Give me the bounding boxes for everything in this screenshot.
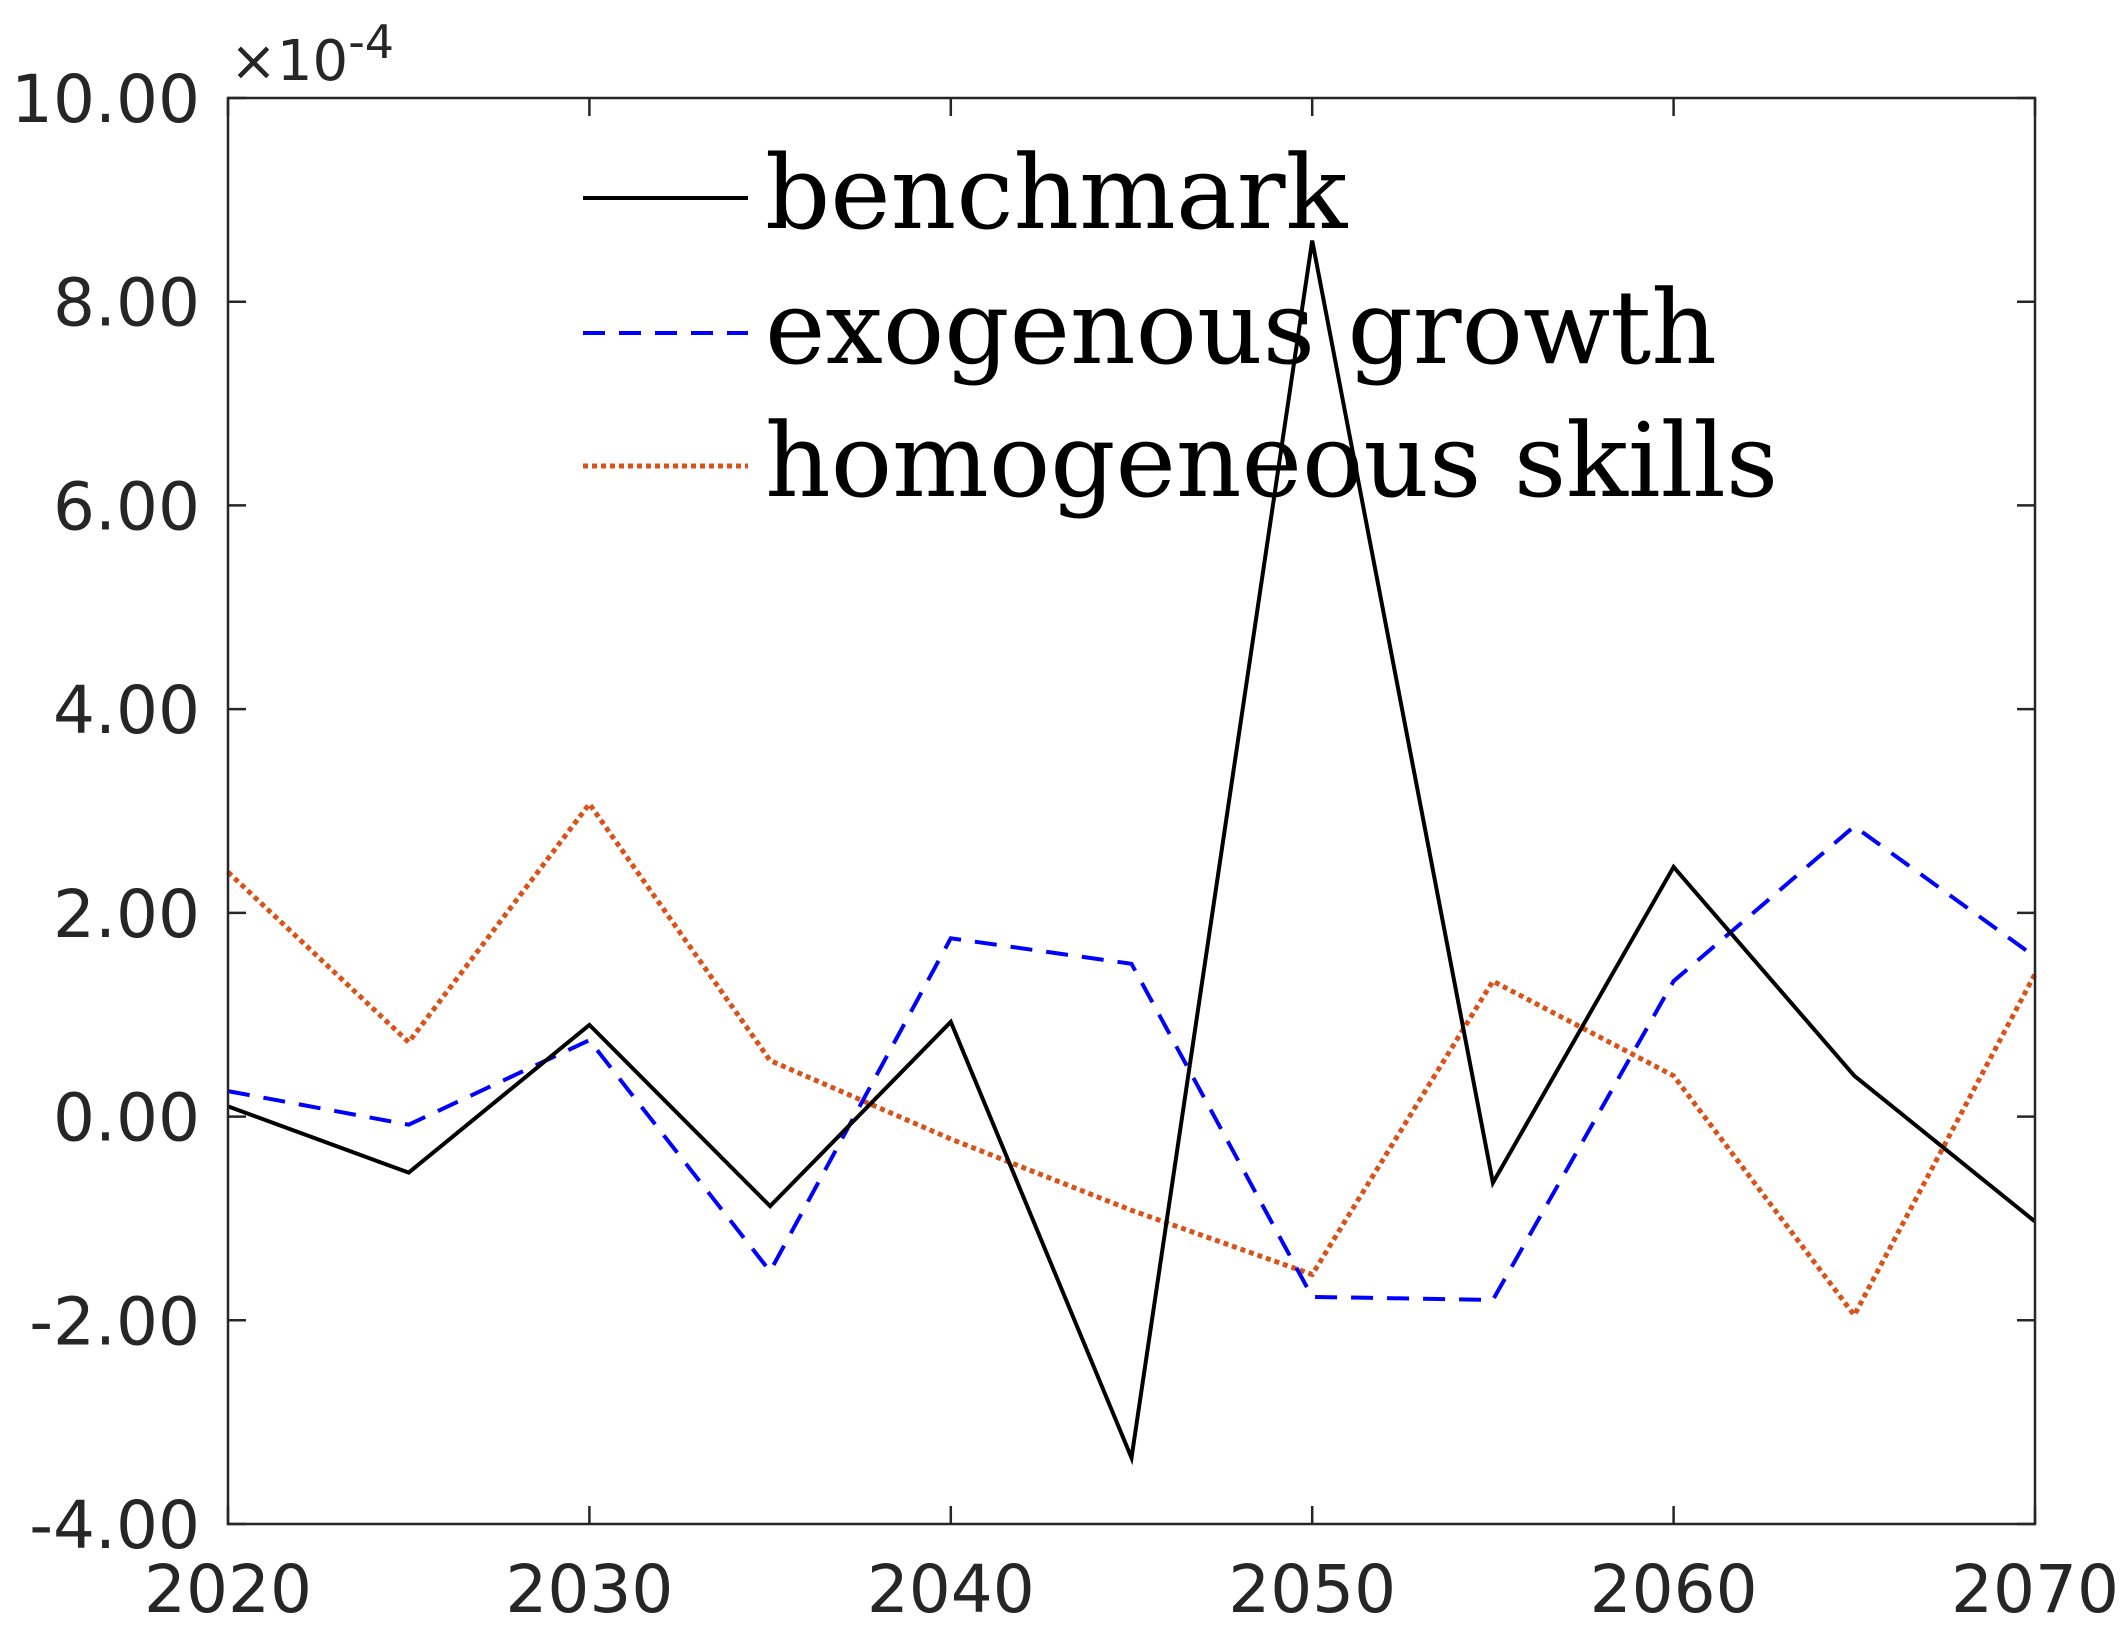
y-exponent-power: -4 [348, 15, 394, 69]
y-tick-label: -2.00 [29, 1283, 200, 1360]
y-tick-label: 4.00 [53, 672, 200, 749]
y-tick-label: -4.00 [29, 1487, 200, 1564]
y-tick-label: 10.00 [11, 61, 200, 138]
series-line-exogenous-growth [227, 823, 2037, 1302]
series-line-homogeneous-skills [226, 799, 2038, 1320]
series-layer [226, 240, 2038, 1466]
y-tick-label: 0.00 [53, 1080, 200, 1157]
series-line-benchmark [227, 240, 2037, 1466]
y-exponent-prefix: ×10 [230, 29, 348, 94]
x-tick-label: 2020 [144, 1551, 312, 1622]
y-tick-label: 8.00 [53, 265, 200, 342]
y-exponent-label: ×10-4 [230, 15, 394, 94]
axes-layer: 2020 2030 2040 2050 2060 2070 -4.00 -2.00 0.00 2.… [11, 61, 2119, 1626]
x-tick-label: 2040 [867, 1551, 1035, 1622]
legend-label: benchmark [765, 134, 1348, 253]
axes-box [226, 96, 2037, 1526]
x-tick-label: 2070 [1951, 1551, 2119, 1622]
x-tick-label: 2030 [505, 1551, 673, 1622]
x-tick-label: 2050 [1228, 1551, 1396, 1622]
legend-label: homogeneous skills [765, 402, 1778, 521]
y-tick-label: 6.00 [53, 468, 200, 545]
x-tick-label: 2060 [1590, 1551, 1758, 1622]
y-tick-label: 2.00 [53, 876, 200, 953]
legend-label: exogenous growth [765, 269, 1717, 388]
legend: benchmark exogenous growth homogeneous ski… [583, 134, 1778, 521]
